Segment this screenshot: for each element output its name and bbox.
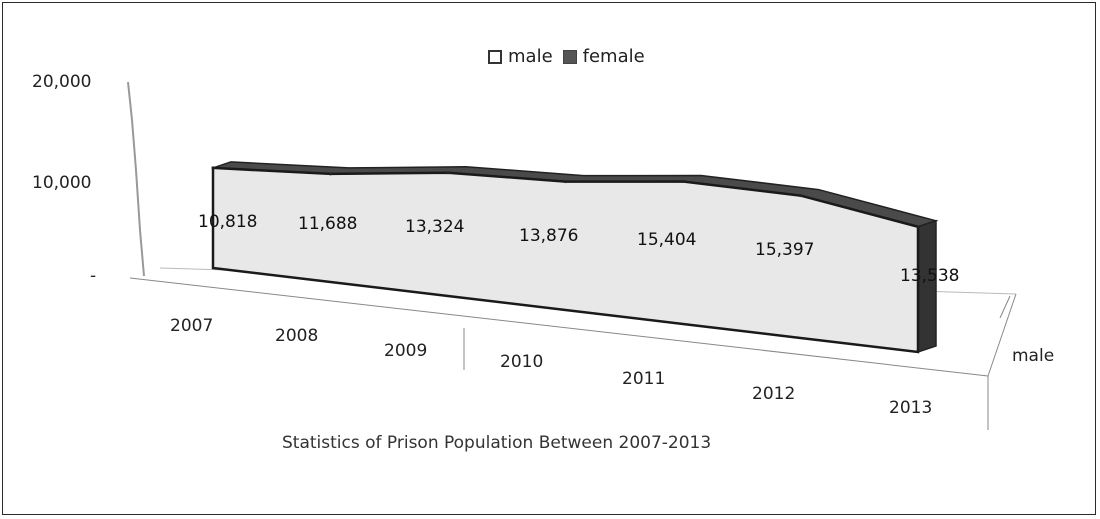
y-axis-line <box>127 81 145 277</box>
y-tick-label: - <box>90 266 97 286</box>
legend-label-female: female <box>582 46 645 67</box>
x-tick-label: 2010 <box>500 352 544 372</box>
x-tick-label: 2011 <box>622 369 666 389</box>
data-label: 15,397 <box>755 240 815 260</box>
data-point-2013 <box>916 225 920 229</box>
depth-axis-line <box>987 293 1017 377</box>
x-axis-front-edge <box>129 277 989 377</box>
ribbon-end-cap <box>917 219 937 354</box>
data-label: 11,688 <box>298 214 358 234</box>
y-tick-label: 10,000 <box>32 173 92 193</box>
data-point-2008 <box>329 172 332 176</box>
data-label: 13,538 <box>900 266 960 286</box>
legend: male female <box>488 46 645 67</box>
data-point-2007 <box>211 166 215 170</box>
x-tick-label: 2008 <box>275 326 319 346</box>
chart-title: Statistics of Prison Population Between … <box>282 433 712 453</box>
depth-tick-3 <box>999 295 1011 319</box>
y-tick-label: 20,000 <box>32 72 92 92</box>
legend-swatch-male <box>488 49 502 64</box>
data-label: 10,818 <box>198 212 258 232</box>
x-tick-label: 2009 <box>384 341 428 361</box>
data-label: 13,876 <box>519 226 579 246</box>
x-tick-label: 2012 <box>752 384 796 404</box>
data-point-2012 <box>799 194 802 198</box>
legend-swatch-female <box>562 49 577 64</box>
x-tick-label: 2007 <box>170 316 214 336</box>
data-point-2009 <box>446 171 450 175</box>
legend-label-male: male <box>508 46 553 67</box>
data-label: 13,324 <box>405 217 465 237</box>
depth-axis-label: male <box>1012 346 1055 366</box>
male-area-face <box>211 166 920 354</box>
data-point-2010 <box>564 180 567 184</box>
data-label: 15,404 <box>637 230 697 250</box>
data-point-2011 <box>681 180 685 184</box>
x-tick-label: 2013 <box>889 398 933 418</box>
